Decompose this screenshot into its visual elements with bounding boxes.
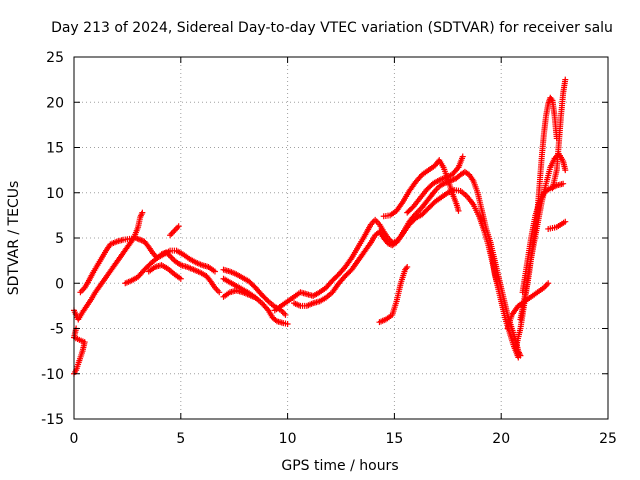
series-s17	[504, 280, 552, 332]
series-s12	[404, 153, 466, 216]
x-tick-label-2: 10	[279, 431, 297, 447]
series-s21-markers	[487, 248, 500, 287]
series-s12-markers	[404, 153, 466, 216]
x-tick-label-5: 25	[599, 431, 617, 447]
data-layer	[71, 76, 569, 377]
x-tick-label-1: 5	[176, 431, 185, 447]
series-s21	[487, 248, 500, 287]
y-tick-label-4: 5	[55, 231, 64, 247]
series-s13	[376, 263, 411, 326]
series-s11-markers	[380, 157, 462, 220]
y-tick-label-8: 25	[46, 50, 64, 66]
y-tick-label-7: 20	[46, 95, 64, 111]
series-s13-markers	[376, 263, 411, 326]
series-s3-markers	[122, 247, 218, 287]
y-tick-label-6: 15	[46, 141, 64, 157]
tick-labels: 0 5 10 15 20 25 -15 -10 -5 0 5 10 15 20 25	[41, 50, 617, 447]
series-s5	[167, 223, 182, 239]
series-s19	[549, 76, 569, 192]
y-tick-label-0: -15	[41, 412, 64, 428]
y-tick-label-1: -10	[41, 367, 64, 383]
y-tick-label-3: 0	[55, 276, 64, 292]
series-s8-markers	[220, 287, 259, 301]
x-axis-label: GPS time / hours	[281, 458, 398, 474]
x-tick-label-0: 0	[70, 431, 79, 447]
series-s5-markers	[167, 223, 182, 239]
ticks	[73, 56, 609, 420]
series-s19-markers	[549, 76, 569, 192]
x-tick-label-4: 20	[492, 431, 510, 447]
y-tick-label-5: 10	[46, 186, 64, 202]
series-s17-markers	[504, 280, 552, 332]
series-s4	[145, 262, 184, 282]
series-s8	[220, 287, 259, 301]
x-tick-label-3: 15	[385, 431, 403, 447]
y-axis-label: SDTVAR / TECUs	[6, 181, 22, 296]
chart-title: Day 213 of 2024, Sidereal Day-to-day VTE…	[51, 20, 613, 36]
series-s2-markers	[77, 235, 223, 296]
series-s2	[77, 235, 223, 296]
series-s20-markers	[545, 218, 569, 232]
series-s11	[380, 157, 462, 220]
series-s20	[545, 218, 569, 232]
grid	[74, 57, 608, 419]
series-s4-markers	[145, 262, 184, 282]
y-tick-label-2: -5	[50, 322, 64, 338]
series-s3	[122, 247, 218, 287]
